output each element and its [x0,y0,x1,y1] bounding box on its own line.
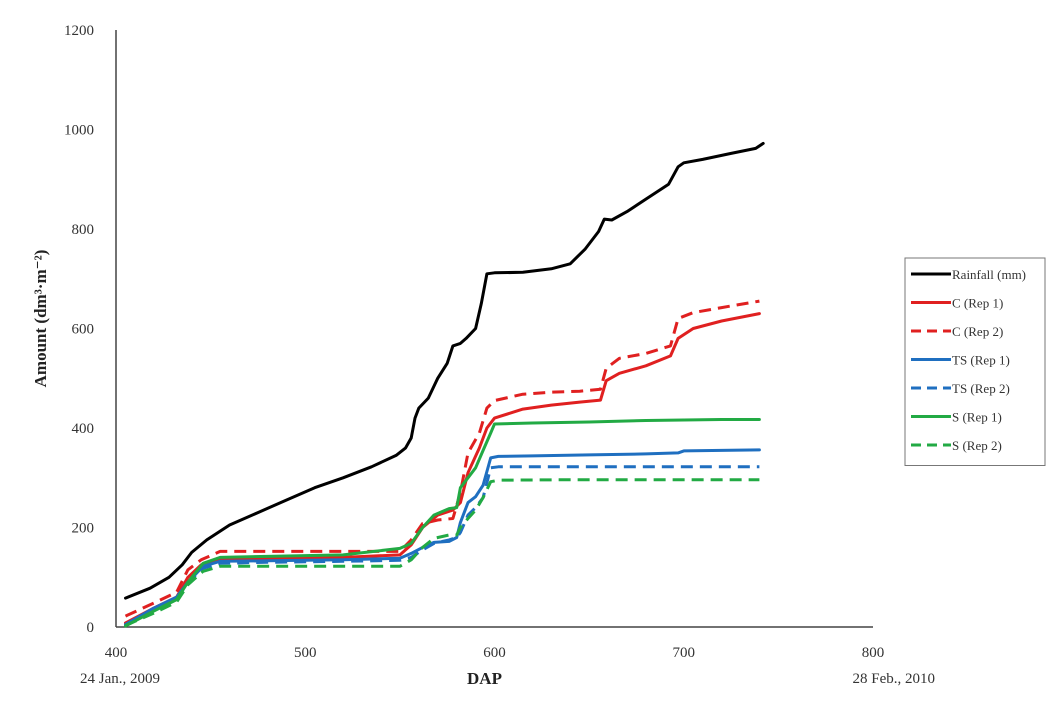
series-line-6 [124,478,760,627]
legend-label-6: S (Rep 2) [952,438,1002,453]
series-line-5 [124,418,761,628]
series-line-3 [124,448,761,626]
x-axis-title: DAP [467,669,502,688]
series-line-0 [124,141,765,600]
series-line-4 [124,465,760,626]
y-tick-label: 1000 [64,123,94,139]
x-date-annotation: 28 Feb., 2010 [853,671,936,687]
y-tick-label: 200 [72,521,95,537]
x-tick-label: 600 [483,645,506,661]
y-axis-title: Amount (dm³·m⁻²) [31,250,50,388]
x-tick-label: 400 [105,645,128,661]
axes: 0 200 400 600 800 1000 1200 400 500 600 700 800 24 J… [31,23,935,688]
y-tick-label: 600 [72,322,95,338]
x-tick-label: 700 [673,645,696,661]
y-tick-label: 400 [72,421,95,437]
y-tick-label: 800 [72,222,95,238]
y-tick-label: 1200 [64,23,94,39]
series-line-1 [124,312,761,625]
y-tick-label: 0 [87,620,95,636]
series-line-2 [124,299,760,618]
legend: Rainfall (mm) C (Rep 1) C (Rep 2) TS (Rep 1… [904,257,1046,466]
x-tick-label: 800 [862,645,885,661]
legend-label-1: C (Rep 1) [952,296,1003,311]
x-tick-label: 500 [294,645,317,661]
legend-label-5: S (Rep 1) [952,410,1002,425]
legend-label-2: C (Rep 2) [952,324,1003,339]
legend-label-4: TS (Rep 2) [952,381,1010,396]
legend-label-0: Rainfall (mm) [952,267,1026,282]
legend-box [904,257,1046,466]
x-date-annotation: 24 Jan., 2009 [80,671,160,687]
plot-area [124,141,765,628]
legend-label-3: TS (Rep 1) [952,353,1010,368]
